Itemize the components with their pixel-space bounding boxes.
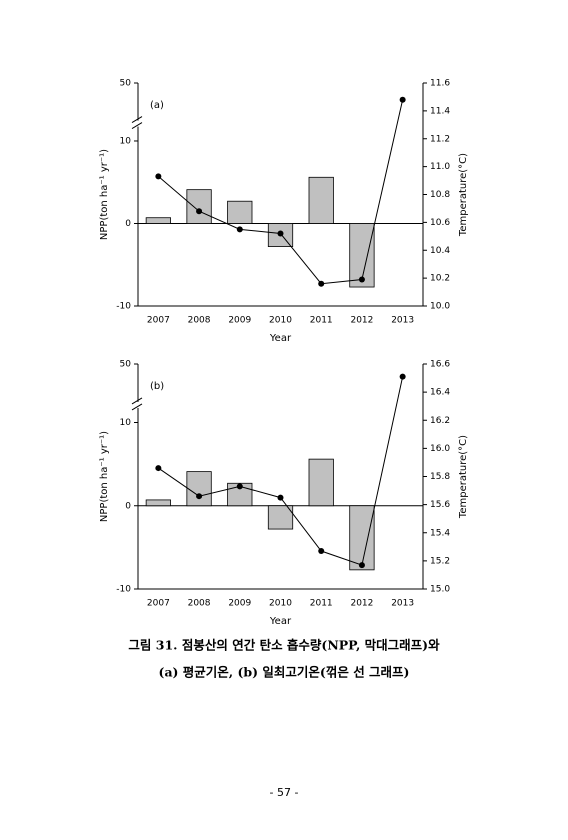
caption-line: (a) 평균기온, (b) 일최고기온(꺾은 선 그래프) [159, 665, 410, 680]
bar [145, 217, 171, 224]
page-number: - 57 - [270, 786, 299, 799]
y2-axis-label: Temperature(°C) [458, 153, 469, 237]
x-tick-label: 2007 [147, 599, 170, 609]
y2-tick-label: 15.0 [430, 585, 450, 595]
y2-tick-label: 10.4 [430, 246, 450, 256]
x-tick-label: 2008 [188, 316, 211, 326]
y2-tick-label: 11.2 [430, 134, 450, 144]
temperature-point [318, 280, 325, 287]
y-tick-label: 10 [120, 136, 132, 146]
x-axis-label: Year [269, 616, 292, 627]
y2-axis-label: Temperature(°C) [458, 435, 469, 519]
y2-tick-label: 10.2 [430, 274, 450, 284]
temperature-point [196, 208, 203, 215]
y2-tick-label: 11.0 [430, 162, 450, 172]
temperature-point [196, 493, 203, 500]
y-tick-label: 10 [120, 418, 132, 428]
bar [186, 189, 212, 224]
y2-tick-label: 15.8 [430, 472, 450, 482]
y2-tick-label: 15.2 [430, 556, 450, 566]
x-tick-label: 2011 [310, 316, 333, 326]
x-axis-label: Year [269, 333, 292, 344]
x-tick-label: 2009 [228, 599, 251, 609]
axis-break-gap [134, 120, 142, 127]
y2-tick-label: 16.0 [430, 444, 450, 454]
y-tick-label: 0 [125, 501, 131, 511]
bar [267, 505, 294, 530]
y2-tick-label: 10.6 [430, 218, 450, 228]
bar [308, 176, 334, 224]
bar [227, 200, 253, 224]
bar [186, 471, 212, 507]
axis-break-mark [131, 403, 143, 411]
y2-tick-label: 11.4 [430, 106, 450, 116]
x-tick-label: 2013 [391, 316, 414, 326]
y2-tick-label: 10.0 [430, 302, 450, 312]
x-tick-label: 2009 [228, 316, 251, 326]
axis-break-mark [131, 116, 143, 124]
caption-line: 그림 31. 점봉산의 연간 탄소 흡수량(NPP, 막대그래프)와 [128, 638, 440, 653]
y2-tick-label: 16.6 [430, 360, 450, 370]
temperature-point [155, 173, 162, 180]
temperature-point [236, 483, 243, 490]
x-tick-label: 2012 [350, 599, 373, 609]
y-axis-label: NPP(ton ha⁻¹ yr⁻¹) [99, 149, 110, 240]
axis-break-gap [134, 401, 142, 408]
temperature-point [358, 562, 365, 569]
temperature-point [236, 226, 243, 233]
panel-label: (a) [150, 100, 164, 111]
y-tick-label: 0 [125, 219, 131, 229]
x-tick-label: 2007 [147, 316, 170, 326]
bar [349, 505, 375, 571]
panel-label: (b) [150, 381, 164, 392]
temperature-point [358, 276, 365, 283]
temperature-point [318, 548, 325, 555]
y-tick-label: 50 [120, 79, 132, 89]
y2-tick-label: 11.6 [430, 79, 450, 89]
temperature-point [277, 230, 284, 237]
y-tick-label: -10 [116, 302, 131, 312]
y-tick-label: -10 [116, 585, 131, 595]
bar [349, 223, 375, 288]
temperature-point [399, 96, 406, 103]
axis-break-mark [131, 122, 143, 130]
bar [145, 499, 171, 507]
bar [227, 482, 253, 507]
y-axis-label: NPP(ton ha⁻¹ yr⁻¹) [99, 431, 110, 522]
temperature-point [277, 494, 284, 501]
bar [308, 458, 334, 507]
temperature-point [399, 373, 406, 380]
y2-tick-label: 16.2 [430, 416, 450, 426]
x-tick-label: 2013 [391, 599, 414, 609]
y2-tick-label: 15.6 [430, 500, 450, 510]
x-tick-label: 2012 [350, 316, 373, 326]
y-tick-label: 50 [120, 360, 132, 370]
temperature-point [155, 465, 162, 472]
y2-tick-label: 10.8 [430, 190, 450, 200]
y2-tick-label: 15.4 [430, 528, 450, 538]
x-tick-label: 2008 [188, 599, 211, 609]
y2-tick-label: 16.4 [430, 388, 450, 398]
x-tick-label: 2011 [310, 599, 333, 609]
axis-break-mark [131, 397, 143, 405]
x-tick-label: 2010 [269, 316, 292, 326]
x-tick-label: 2010 [269, 599, 292, 609]
